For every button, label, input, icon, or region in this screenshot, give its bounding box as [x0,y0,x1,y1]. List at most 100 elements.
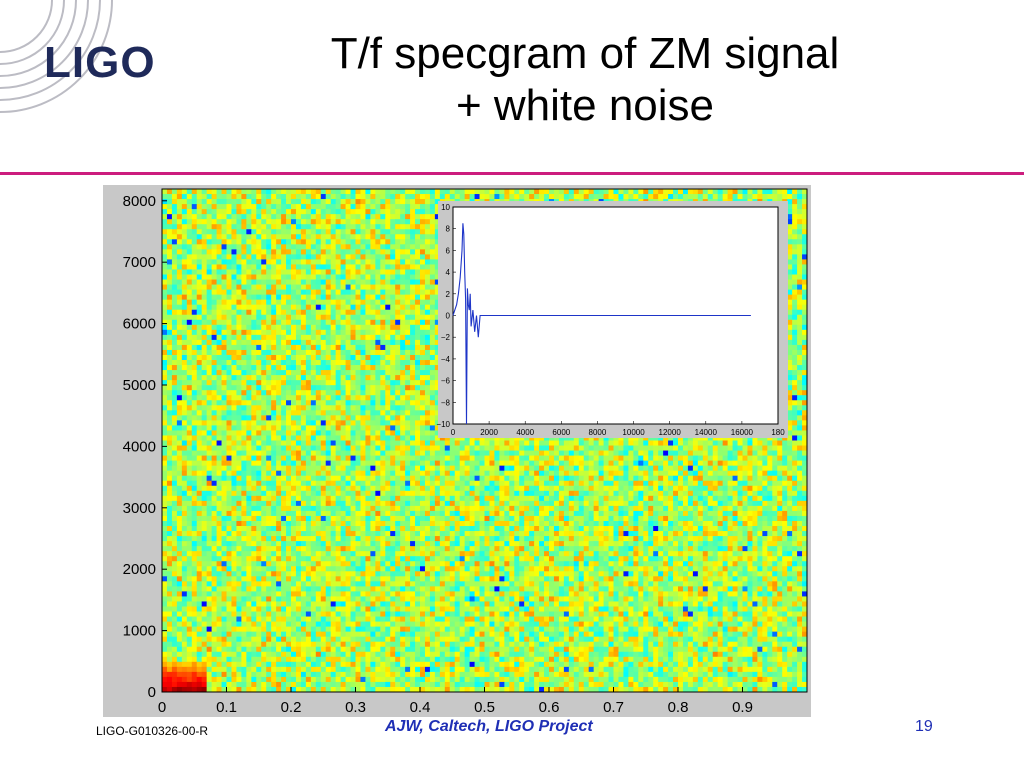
heatmap-cell [340,269,346,275]
heatmap-cell [276,189,282,195]
heatmap-cell [271,309,277,316]
heatmap-cell [281,239,287,245]
heatmap-cell [380,259,386,265]
heatmap-cell [241,314,247,321]
heatmap-cell [201,380,208,386]
heatmap-cell [236,329,242,336]
heatmap-cell [231,354,237,361]
heatmap-cell [405,219,411,225]
heatmap-cell [320,229,327,235]
heatmap-cell [439,189,446,195]
heatmap-cell [797,199,803,205]
heatmap-cell [405,294,411,301]
heatmap-cell [171,375,178,381]
heatmap-cell [400,224,406,230]
heatmap-cell [568,189,575,195]
heatmap-cell [375,214,381,220]
heatmap-cell [380,234,386,240]
heatmap-cell [395,269,401,275]
heatmap-cell [385,339,391,346]
heatmap-cell [201,309,208,316]
heatmap-cell [166,334,173,341]
heatmap-cell [291,294,297,301]
heatmap-cell [325,324,332,331]
heatmap-cell [340,249,346,255]
heatmap-cell [777,189,783,195]
heatmap-cell [216,289,222,296]
heatmap-cell [176,264,183,270]
heatmap-cell [434,214,441,220]
heatmap-cell [360,309,366,316]
heatmap-cell [325,254,332,260]
heatmap-cell [797,344,803,351]
heatmap-cell [261,309,267,316]
heatmap-cell [305,239,312,245]
heatmap-cell [350,309,356,316]
heatmap-cell [787,334,793,341]
heatmap-cell [340,304,346,311]
heatmap-cell [618,189,624,195]
heatmap-cell [330,259,337,265]
heatmap-cell [166,214,173,220]
heatmap-cell [266,294,272,301]
heatmap-cell [400,294,406,301]
heatmap-cell [295,289,302,296]
heatmap-cell [261,324,267,331]
heatmap-cell [405,329,411,336]
heatmap-cell [345,365,351,371]
heatmap-cell [429,304,436,311]
heatmap-cell [429,329,436,336]
heatmap-cell [221,360,227,366]
heatmap-cell [166,299,173,306]
heatmap-cell [787,189,793,195]
heatmap-cell [613,194,619,200]
heatmap-cell [241,319,247,326]
heatmap-cell [355,319,361,326]
heatmap-cell [201,249,208,255]
heatmap-cell [186,294,193,301]
heatmap-cell [390,329,396,336]
heatmap-cell [251,344,257,351]
heatmap-cell [380,339,386,346]
heatmap-cell [226,269,232,275]
heatmap-cell [266,370,272,376]
heatmap-cell [286,209,292,215]
heatmap-cell [231,219,237,225]
heatmap-cell [295,354,302,361]
heatmap-cell [415,360,421,366]
heatmap-cell [266,304,272,311]
heatmap-cell [330,284,337,290]
heatmap-cell [360,249,366,255]
heatmap-cell [266,249,272,255]
heatmap-cell [261,249,267,255]
heatmap-cell [802,329,808,336]
heatmap-cell [395,289,401,296]
heatmap-cell [181,354,188,361]
heatmap-cell [360,375,366,381]
heatmap-cell [305,319,312,326]
heatmap-cell [370,229,376,235]
heatmap-cell [350,304,356,311]
heatmap-cell [186,234,193,240]
heatmap-cell [286,214,292,220]
heatmap-cell [291,360,297,366]
heatmap-cell [171,329,178,336]
heatmap-cell [449,189,456,195]
heatmap-cell [415,239,421,245]
heatmap-cell [350,249,356,255]
heatmap-cell [266,264,272,270]
heatmap-cell [271,360,277,366]
heatmap-cell [315,375,322,381]
heatmap-cell [420,249,426,255]
heatmap-cell [310,329,317,336]
heatmap-cell [181,269,188,275]
heatmap-cell [429,264,436,270]
heatmap-cell [186,214,193,220]
heatmap-cell [429,319,436,326]
heatmap-cell [266,204,272,210]
heatmap-cell [797,304,803,311]
heatmap-cell [315,284,322,290]
heatmap-cell [375,219,381,225]
heatmap-cell [286,199,292,205]
heatmap-cell [281,319,287,326]
